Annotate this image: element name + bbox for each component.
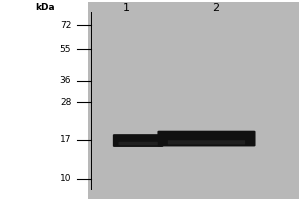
FancyBboxPatch shape bbox=[88, 2, 298, 199]
FancyBboxPatch shape bbox=[118, 142, 158, 145]
Text: 2: 2 bbox=[212, 3, 219, 13]
Text: 17: 17 bbox=[60, 135, 71, 144]
Text: 1: 1 bbox=[123, 3, 130, 13]
Text: 36: 36 bbox=[60, 76, 71, 85]
FancyBboxPatch shape bbox=[168, 140, 245, 144]
Text: 55: 55 bbox=[60, 45, 71, 54]
FancyBboxPatch shape bbox=[158, 131, 256, 146]
FancyBboxPatch shape bbox=[113, 134, 164, 147]
Text: kDa: kDa bbox=[35, 3, 55, 12]
Text: 72: 72 bbox=[60, 21, 71, 30]
Text: 28: 28 bbox=[60, 98, 71, 107]
Text: 10: 10 bbox=[60, 174, 71, 183]
